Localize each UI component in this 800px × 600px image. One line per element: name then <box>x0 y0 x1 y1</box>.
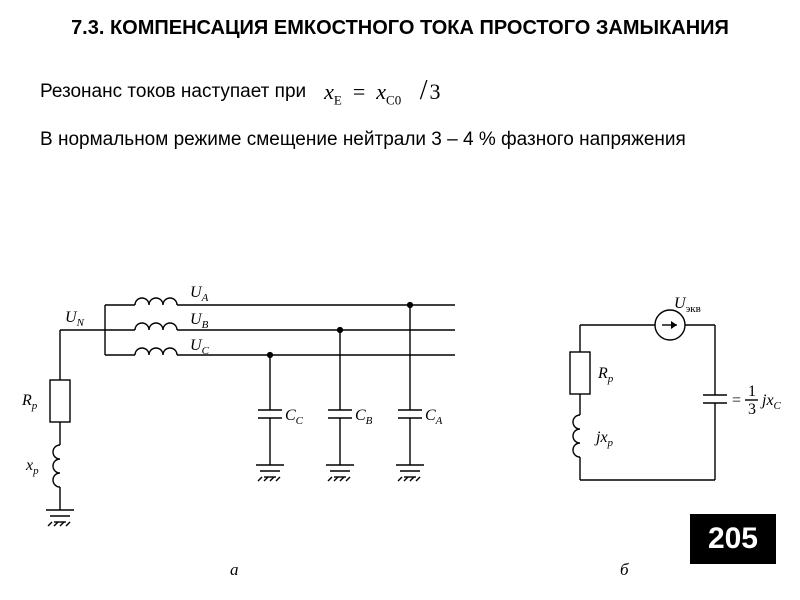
svg-text:jxp: jxp <box>594 429 614 449</box>
inductor-b <box>135 323 177 330</box>
svg-text:CC: CC <box>285 407 304 427</box>
caption-b: б <box>620 560 629 580</box>
svg-text:3: 3 <box>748 401 756 418</box>
caption-a: а <box>230 560 239 580</box>
resonance-text: Резонанс токов наступает при <box>40 81 306 103</box>
circuit-b: Uэкв Rp jxp = 1 3 jxC <box>570 295 782 480</box>
inductor-xp <box>53 445 60 487</box>
circuits-svg: UN UA UB UC Rp xp CC CB CA Uэкв Rp jxp =… <box>0 270 800 560</box>
formula-lhs-sub: E <box>334 92 342 107</box>
svg-text:Rp: Rp <box>597 365 614 385</box>
neutral-shift-text: В нормальном режиме смещение нейтрали 3 … <box>0 108 800 153</box>
formula-rhs-var: x <box>376 79 386 104</box>
resonance-line: Резонанс токов наступает при xE = xC0 /3 <box>0 41 800 108</box>
inductor-a <box>135 298 177 305</box>
svg-text:1: 1 <box>748 383 756 400</box>
svg-text:Rp: Rp <box>21 392 38 412</box>
svg-text:CB: CB <box>355 407 373 427</box>
formula-slash: / <box>420 75 428 106</box>
svg-text:jxC: jxC <box>760 392 782 412</box>
circuit-a: UN UA UB UC Rp xp CC CB CA <box>21 284 455 526</box>
svg-text:xp: xp <box>25 457 39 477</box>
svg-text:CA: CA <box>425 407 443 427</box>
circuit-diagrams: UN UA UB UC Rp xp CC CB CA Uэкв Rp jxp =… <box>0 270 800 565</box>
svg-text:UB: UB <box>190 311 209 331</box>
inductor-jxp <box>573 415 580 457</box>
svg-text:UA: UA <box>190 284 209 304</box>
svg-text:=: = <box>732 392 741 409</box>
formula-div: 3 <box>429 79 440 104</box>
section-heading: 7.3. КОМПЕНСАЦИЯ ЕМКОСТНОГО ТОКА ПРОСТОГ… <box>0 0 800 41</box>
svg-text:UN: UN <box>65 309 85 329</box>
formula-rhs-sub: C0 <box>386 92 401 107</box>
inductor-c <box>135 348 177 355</box>
svg-text:UC: UC <box>190 337 210 357</box>
resonance-formula: xE = xC0 /3 <box>324 75 440 108</box>
page-number-badge: 205 <box>690 514 776 564</box>
formula-lhs-var: x <box>324 79 334 104</box>
